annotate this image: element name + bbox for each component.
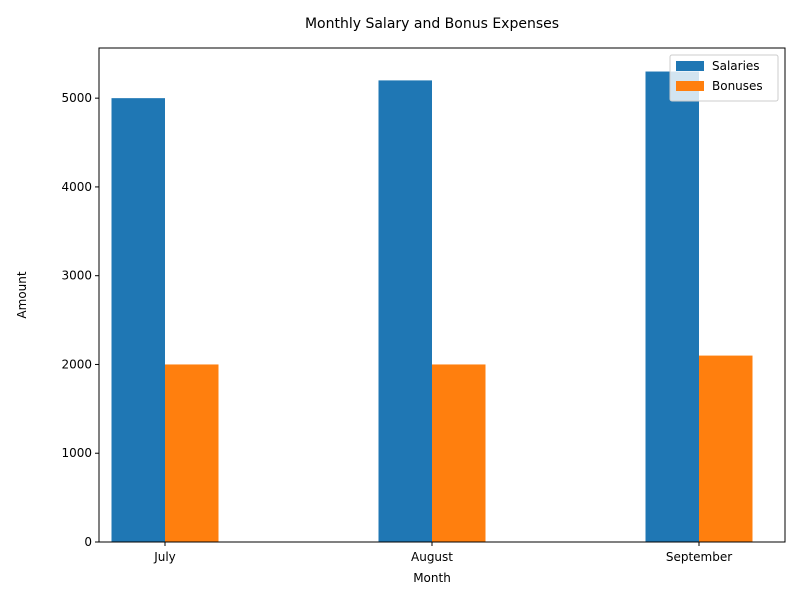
y-axis-label: Amount (15, 271, 29, 318)
bar-bonuses-september (699, 355, 753, 542)
x-tick-label: July (153, 550, 176, 564)
bar-salaries-september (645, 71, 699, 543)
bar-bonuses-july (165, 364, 219, 542)
y-tick-label: 0 (84, 535, 92, 549)
bar-salaries-august (378, 80, 432, 542)
y-tick-label: 4000 (61, 180, 92, 194)
x-tick-label: August (411, 550, 453, 564)
legend-label-salaries: Salaries (712, 59, 760, 73)
plot-frame (98, 47, 786, 543)
ticks-layer: July August September 0 1000 2000 3000 4000 5000 (61, 91, 732, 564)
bars-layer (111, 71, 753, 543)
y-tick-label: 2000 (61, 357, 92, 371)
y-tick-label: 3000 (61, 269, 92, 283)
legend-swatch-bonuses (676, 81, 704, 91)
x-axis-label: Month (413, 571, 451, 585)
legend: Salaries Bonuses (669, 54, 779, 102)
x-tick-label: September (666, 550, 732, 564)
y-tick-label: 1000 (61, 446, 92, 460)
bar-bonuses-august (432, 364, 486, 542)
legend-swatch-salaries (676, 61, 704, 71)
legend-label-bonuses: Bonuses (712, 79, 763, 93)
bar-salaries-july (111, 98, 165, 542)
chart-title: Monthly Salary and Bonus Expenses (305, 16, 559, 32)
y-tick-label: 5000 (61, 91, 92, 105)
